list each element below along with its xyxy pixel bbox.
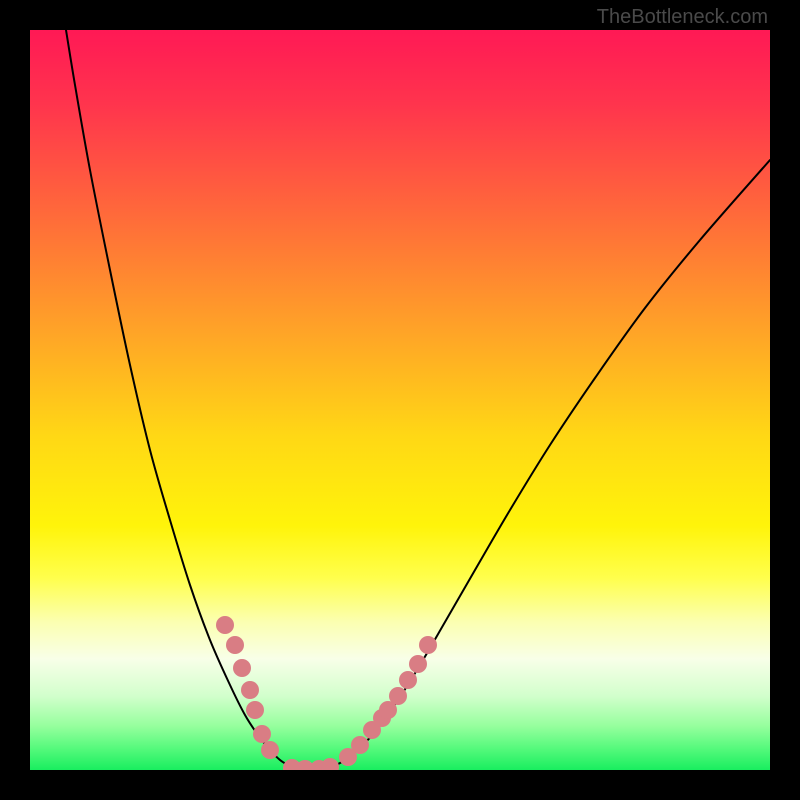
chart-svg	[30, 30, 770, 770]
watermark-text: TheBottleneck.com	[597, 6, 768, 29]
bottleneck-chart	[30, 30, 770, 770]
